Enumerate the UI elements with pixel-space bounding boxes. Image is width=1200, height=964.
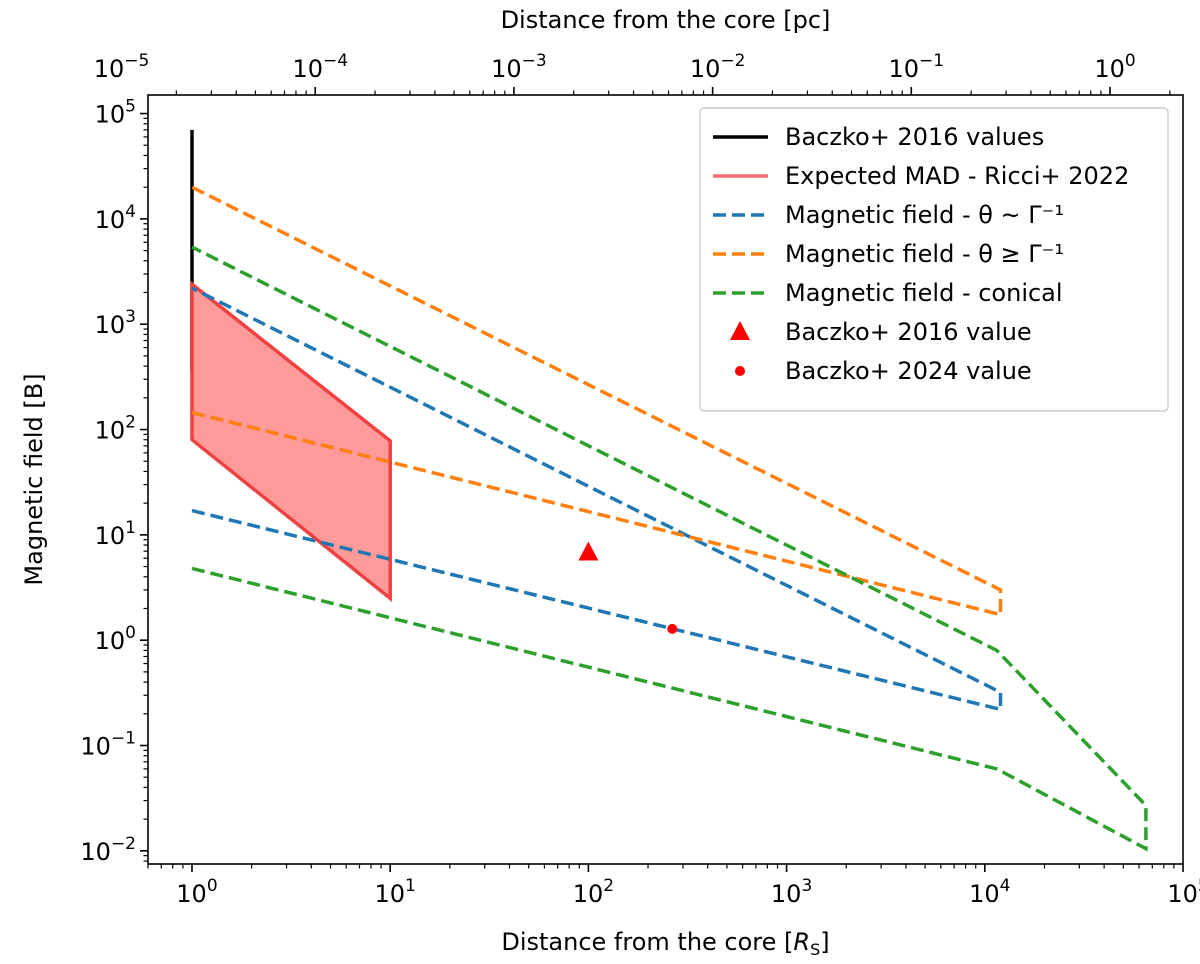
- legend-item: Magnetic field - θ ≥ Γ⁻¹: [713, 240, 1064, 268]
- series-magnetic-field-4: [191, 245, 1148, 852]
- x-axis-title-close: ]: [820, 928, 829, 956]
- top-tick-label: 10−1: [889, 51, 945, 83]
- y-tick-label: 104: [95, 202, 136, 234]
- legend-label: Baczko+ 2024 value: [785, 357, 1032, 385]
- y-tick-label: 100: [95, 623, 136, 655]
- legend-label: Baczko+ 2016 values: [785, 123, 1044, 151]
- top-tick-label: 10−5: [94, 51, 150, 83]
- marker-baczko-2024-value: [667, 623, 678, 634]
- series-mad-band: [190, 280, 392, 602]
- axes-ticks: 100 101 102 103 104 105 10−2 10−1 100 101 102 103 10…: [80, 51, 1200, 908]
- y-tick-label: 102: [95, 413, 136, 445]
- series-magnetic-field-2: [191, 286, 1003, 712]
- legend-label: Expected MAD - Ricci+ 2022: [785, 162, 1129, 190]
- y-tick-label: 101: [95, 518, 136, 550]
- x-tick-label: 102: [573, 876, 614, 908]
- legend-box: [699, 107, 1169, 412]
- legend-label: Magnetic field - θ ≥ Γ⁻¹: [785, 240, 1064, 268]
- x-axis-title-var: R: [793, 928, 810, 956]
- legend-item: Magnetic field - conical: [713, 279, 1063, 307]
- x-axis-title-sub: S: [810, 940, 820, 959]
- x-tick-label: 100: [176, 876, 217, 908]
- x-axis-title-main: Distance from the core [: [501, 928, 793, 956]
- x-tick-label: 101: [374, 876, 415, 908]
- legend-item: Baczko+ 2016 values: [713, 123, 1044, 151]
- marker-baczko-2016-value: [578, 541, 599, 561]
- y-tick-label: 10−2: [80, 834, 136, 866]
- y-tick-label: 103: [95, 307, 136, 339]
- series-magnetic-field-3: [191, 185, 1003, 617]
- x-tick-label: 104: [969, 876, 1010, 908]
- legend-label: Magnetic field - conical: [785, 279, 1063, 307]
- y-tick-label: 105: [95, 97, 136, 129]
- legend-circle-swatch: [735, 366, 745, 376]
- legend-triangle-swatch: [730, 321, 750, 340]
- legend-label: Magnetic field - θ ~ Γ⁻¹: [785, 201, 1064, 229]
- plot-frame: [147, 94, 1184, 865]
- x-tick-label: 105: [1167, 876, 1200, 908]
- top-tick-label: 10−4: [292, 51, 348, 83]
- x-tick-label: 103: [771, 876, 812, 908]
- legend-item: Baczko+ 2016 value: [730, 318, 1032, 346]
- x-axis-title: Distance from the core [RS]: [501, 928, 829, 959]
- legend-item: Magnetic field - θ ~ Γ⁻¹: [713, 201, 1064, 229]
- top-tick-label: 10−2: [690, 51, 746, 83]
- top-axis-title: Distance from the core [pc]: [501, 6, 831, 34]
- legend-item: Expected MAD - Ricci+ 2022: [713, 162, 1129, 190]
- top-tick-label: 10−3: [491, 51, 547, 83]
- top-tick-label: 100: [1094, 51, 1135, 83]
- legend: Baczko+ 2016 values Expected MAD - Ricci+…: [699, 107, 1169, 412]
- y-tick-label: 10−1: [80, 729, 136, 761]
- y-axis-title: Magnetic field [B]: [20, 373, 48, 585]
- plot-area: [190, 129, 1148, 852]
- legend-label: Baczko+ 2016 value: [785, 318, 1032, 346]
- legend-item: Baczko+ 2024 value: [735, 357, 1032, 385]
